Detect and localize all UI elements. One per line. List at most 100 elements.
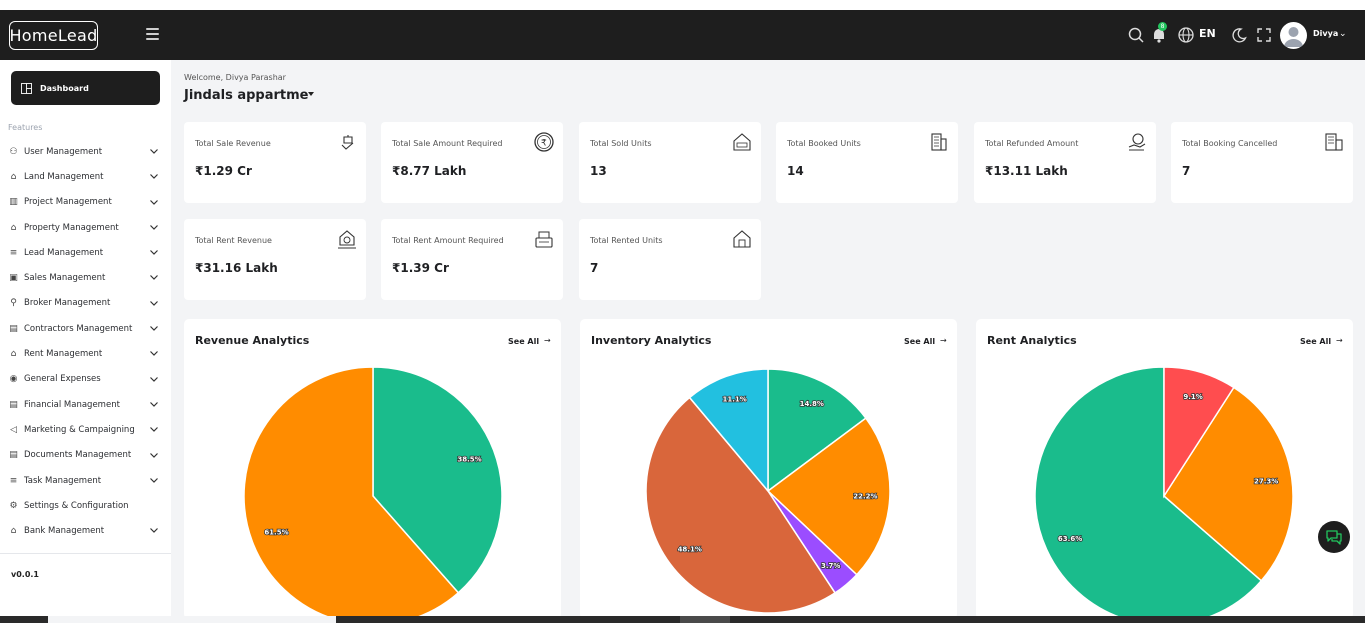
sidebar-item-land-management[interactable]: ⌂ Land Management <box>0 164 171 189</box>
pie-slice[interactable] <box>243 366 460 619</box>
chevron-down-icon[interactable]: ⌄ <box>1339 29 1347 39</box>
chat-icon <box>1326 530 1342 545</box>
user-icon: ⚇ <box>9 146 18 157</box>
pie-slice[interactable] <box>645 396 837 614</box>
sidebar-item-settings-configuration[interactable]: ⚙ Settings & Configuration <box>0 493 171 518</box>
sidebar-item-label: Financial Management <box>24 399 120 410</box>
pie-slice[interactable] <box>766 417 891 576</box>
moon-icon[interactable] <box>1230 26 1248 44</box>
chevron-down-icon[interactable] <box>149 450 159 460</box>
stat-value: ₹8.77 Lakh <box>392 164 467 178</box>
homelead-logo[interactable]: HomeLead <box>9 21 98 50</box>
chevron-down-icon[interactable] <box>149 272 159 282</box>
contractor-icon: ▤ <box>9 323 18 334</box>
globe-icon[interactable] <box>1177 26 1195 44</box>
pie-chart: 38.5% 61.5% <box>243 366 503 619</box>
chevron-down-icon[interactable] <box>149 475 159 485</box>
slice-label: 48.1% <box>678 545 702 553</box>
sidebar-item-label: Sales Management <box>24 273 106 284</box>
chevron-down-icon[interactable] <box>149 171 159 181</box>
stat-card-total-sale-amount-required: Total Sale Amount Required ₹8.77 Lakh ₹ <box>381 122 563 203</box>
pie-slice[interactable] <box>1163 366 1235 499</box>
arrow-right-icon[interactable]: → <box>1336 336 1343 345</box>
slice-label: 38.5% <box>457 456 481 464</box>
bell-icon[interactable] <box>1150 26 1168 44</box>
sidebar-item-task-management[interactable]: ≡ Task Management <box>0 468 171 493</box>
sidebar: Dashboard Features ⚇ User Management ⌂ Land… <box>0 60 171 616</box>
welcome-text: Welcome, Divya Parashar <box>184 73 286 82</box>
pie-slice[interactable] <box>372 366 503 594</box>
chevron-down-icon[interactable] <box>149 374 159 384</box>
caret-down-icon[interactable] <box>308 92 314 96</box>
stat-label: Total Refunded Amount <box>985 139 1079 148</box>
stat-label: Total Rent Amount Required <box>392 236 504 245</box>
chevron-down-icon[interactable] <box>149 197 159 207</box>
settings-icon: ⚙ <box>9 500 18 511</box>
documents-icon: ▤ <box>9 450 18 461</box>
chevron-down-icon[interactable] <box>149 323 159 333</box>
pie-slice[interactable] <box>1163 386 1294 582</box>
pie-slice[interactable] <box>1034 366 1263 619</box>
sold-house-icon <box>733 133 751 151</box>
divider <box>0 553 171 554</box>
menu-toggle-icon[interactable] <box>146 28 159 40</box>
stat-label: Total Rented Units <box>590 236 663 245</box>
sidebar-item-label: Contractors Management <box>24 323 133 334</box>
sidebar-item-broker-management[interactable]: ⚲ Broker Management <box>0 291 171 316</box>
project-selector[interactable]: Jindals appartme <box>184 88 309 103</box>
stat-card-total-booked-units: Total Booked Units 14 <box>776 122 958 203</box>
stat-value: ₹1.39 Cr <box>392 261 449 275</box>
revenue-analytics-panel: 38.5% 61.5% Revenue Analytics See All → <box>184 319 561 619</box>
inventory-analytics-panel: 14.8% 22.2% 3.7% 48.1% 11.1% Inventory Analyt… <box>580 319 957 619</box>
arrow-right-icon[interactable]: → <box>940 336 947 345</box>
arrow-right-icon[interactable]: → <box>544 336 551 345</box>
avatar[interactable] <box>1280 22 1307 49</box>
chevron-down-icon[interactable] <box>149 298 159 308</box>
pie-slice[interactable] <box>767 368 867 493</box>
see-all-link[interactable]: See All <box>904 337 936 346</box>
pie-slice[interactable] <box>688 368 769 494</box>
chevron-down-icon[interactable] <box>149 146 159 156</box>
stat-value: 7 <box>1182 164 1191 178</box>
sidebar-item-property-management[interactable]: ⌂ Property Management <box>0 215 171 240</box>
panel-title: Revenue Analytics <box>195 334 310 347</box>
chevron-down-icon[interactable] <box>149 222 159 232</box>
sidebar-item-marketing-campaigning[interactable]: ◁ Marketing & Campaigning <box>0 417 171 442</box>
sidebar-item-dashboard[interactable]: Dashboard <box>11 71 160 105</box>
see-all-link[interactable]: See All <box>1300 337 1332 346</box>
stat-label: Total Rent Revenue <box>195 236 272 245</box>
sidebar-item-project-management[interactable]: ▥ Project Management <box>0 190 171 215</box>
cash-register-icon <box>535 231 553 248</box>
top-navbar: HomeLead 8 EN Divya ⌄ <box>0 10 1365 60</box>
app-version: v0.0.1 <box>11 570 39 579</box>
chevron-down-icon[interactable] <box>149 399 159 409</box>
expenses-icon: ◉ <box>9 374 18 385</box>
chat-button[interactable] <box>1318 521 1350 553</box>
sidebar-item-user-management[interactable]: ⚇ User Management <box>0 139 171 164</box>
slice-label: 3.7% <box>821 562 840 570</box>
bottom-bar <box>0 616 1365 623</box>
bank-icon: ⌂ <box>10 526 17 537</box>
sidebar-item-sales-management[interactable]: ▣ Sales Management <box>0 265 171 290</box>
see-all-link[interactable]: See All <box>508 337 540 346</box>
fullscreen-icon[interactable] <box>1255 26 1273 44</box>
chevron-down-icon[interactable] <box>149 348 159 358</box>
chevron-down-icon[interactable] <box>149 247 159 257</box>
language-selector[interactable]: EN <box>1199 27 1216 40</box>
sidebar-item-bank-management[interactable]: ⌂ Bank Management <box>0 518 171 543</box>
sidebar-item-documents-management[interactable]: ▤ Documents Management <box>0 443 171 468</box>
sidebar-item-rent-management[interactable]: ⌂ Rent Management <box>0 341 171 366</box>
chevron-down-icon[interactable] <box>149 525 159 535</box>
search-icon[interactable] <box>1127 26 1145 44</box>
user-name[interactable]: Divya <box>1313 29 1339 38</box>
chevron-down-icon[interactable] <box>149 424 159 434</box>
stat-card-total-booking-cancelled: Total Booking Cancelled 7 <box>1171 122 1353 203</box>
sidebar-item-label: Settings & Configuration <box>24 500 129 511</box>
sidebar-item-contractors-management[interactable]: ▤ Contractors Management <box>0 316 171 341</box>
sidebar-item-general-expenses[interactable]: ◉ General Expenses <box>0 367 171 392</box>
sidebar-item-financial-management[interactable]: ▤ Financial Management <box>0 392 171 417</box>
sidebar-item-lead-management[interactable]: ≡ Lead Management <box>0 240 171 265</box>
sidebar-item-label: Rent Management <box>24 349 103 360</box>
dashboard-label: Dashboard <box>40 83 89 93</box>
stat-value: 14 <box>787 164 804 178</box>
